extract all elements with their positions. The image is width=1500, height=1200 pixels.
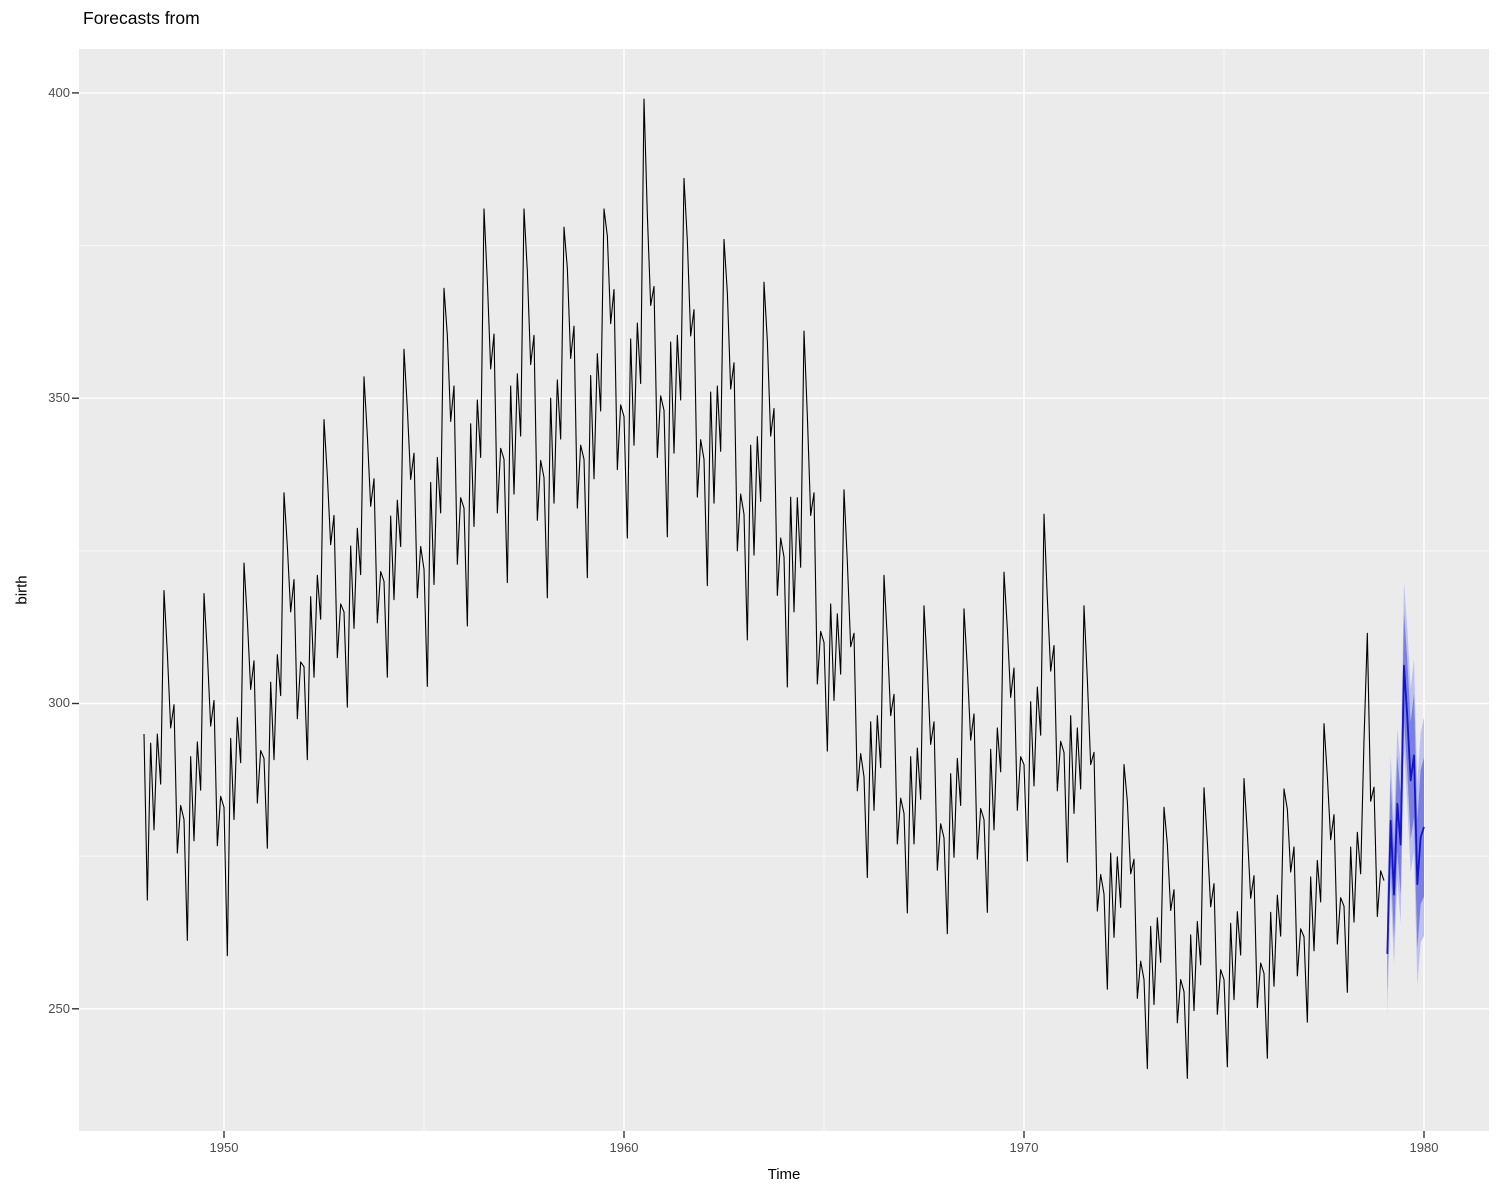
x-tick-label-1980: 1980: [1409, 1140, 1439, 1155]
y-axis-title: birth: [13, 575, 31, 605]
x-tick-label-1950: 1950: [209, 1140, 239, 1155]
plot-panel: [79, 49, 1489, 1131]
x-tick-label-1970: 1970: [1009, 1140, 1039, 1155]
y-tick-label-250: 250: [48, 1001, 70, 1016]
observed-series-line: [143, 98, 1385, 1079]
y-tick-label-400: 400: [48, 85, 70, 100]
x-tick-label-1960: 1960: [609, 1140, 639, 1155]
x-axis-title: Time: [767, 1166, 801, 1183]
forecast-line: [1386, 664, 1425, 954]
confidence-band-95: [1387, 581, 1424, 1017]
y-tick-label-350: 350: [48, 390, 70, 405]
y-tick-label-300: 300: [48, 695, 70, 710]
chart-title: Forecasts from: [83, 8, 200, 28]
